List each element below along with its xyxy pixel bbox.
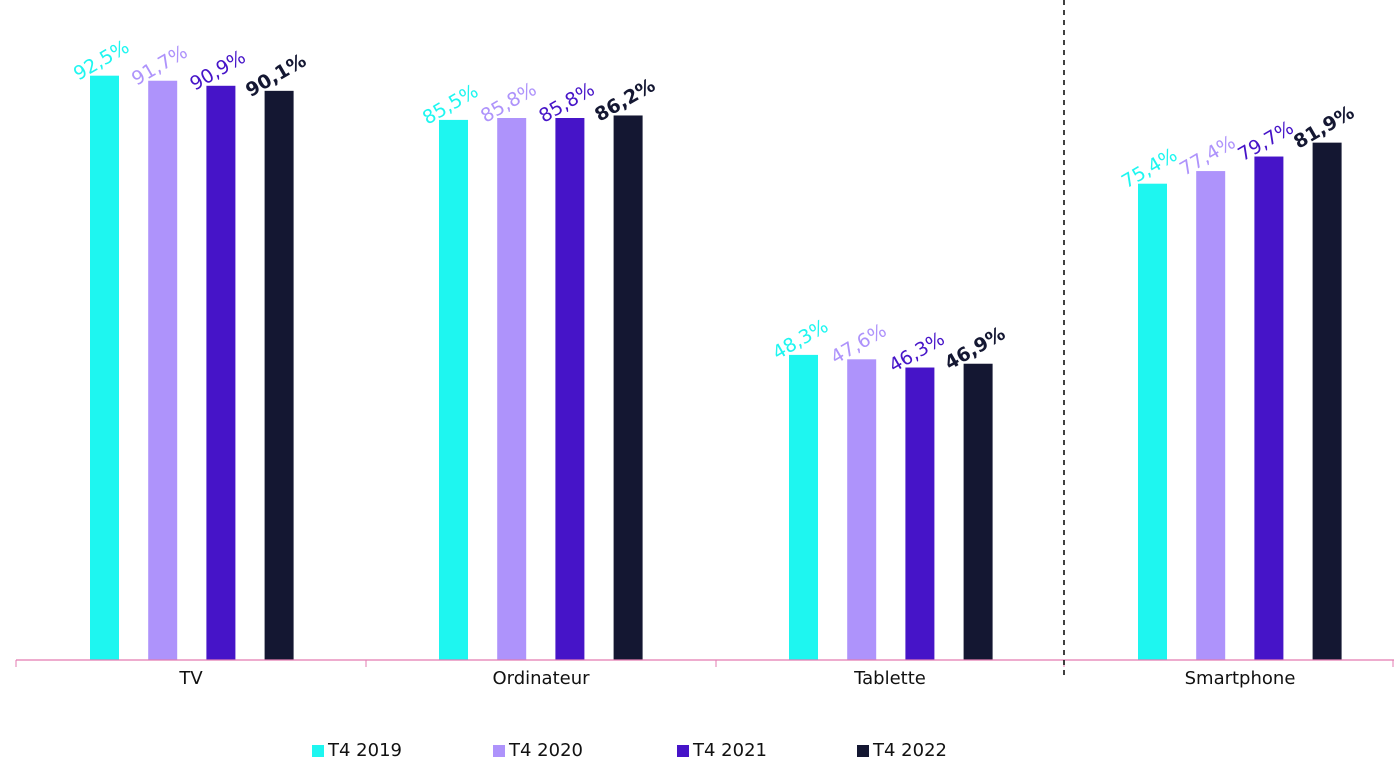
bar-smartphone-3 <box>1254 156 1284 660</box>
bar-tv-3 <box>206 85 236 661</box>
bar-tablette-2 <box>847 359 877 660</box>
legend-swatch <box>493 744 505 757</box>
bar-smartphone-2 <box>1196 171 1226 660</box>
legend-label: T4 2022 <box>873 740 947 761</box>
x-axis <box>15 0 1394 675</box>
category-label-smartphone: Smartphone <box>1185 668 1296 689</box>
legend-label: T4 2019 <box>328 740 402 761</box>
bar-tablette-1 <box>789 354 818 660</box>
bar-ordinateur-2 <box>497 118 527 660</box>
bar-smartphone-4 <box>1312 142 1342 660</box>
legend-item-3: T4 2021 <box>677 740 767 761</box>
category-label-ordinateur: Ordinateur <box>492 668 590 689</box>
bar-tablette-4 <box>963 363 993 660</box>
category-label-tablette: Tablette <box>853 668 926 689</box>
legend-item-4: T4 2022 <box>857 740 947 761</box>
legend-swatch <box>312 744 324 757</box>
legend-item-2: T4 2020 <box>493 740 583 761</box>
bar-ordinateur-4 <box>613 115 643 660</box>
legend-swatch <box>677 744 689 757</box>
bar-tv-4 <box>264 90 294 660</box>
category-label-tv: TV <box>178 668 203 689</box>
bar-chart: 92,5%91,7%90,9%90,1%85,5%85,8%85,8%86,2%… <box>15 0 1394 689</box>
bar-tablette-3 <box>905 367 935 660</box>
bar-ordinateur-3 <box>555 118 585 660</box>
bar-smartphone-1 <box>1138 183 1167 661</box>
legend-label: T4 2021 <box>693 740 767 761</box>
bar-tv-2 <box>148 80 178 661</box>
bar-ordinateur-1 <box>439 119 468 661</box>
legend-label: T4 2020 <box>509 740 583 761</box>
bars-group <box>90 75 1342 661</box>
legend-item-1: T4 2019 <box>312 740 402 761</box>
category-labels-group: TV Ordinateur Tablette Smartphone <box>178 668 1295 689</box>
legend: T4 2019 T4 2020 T4 2021 T4 2022 <box>0 740 1394 764</box>
bar-tv-1 <box>90 75 119 661</box>
legend-swatch <box>857 744 869 757</box>
